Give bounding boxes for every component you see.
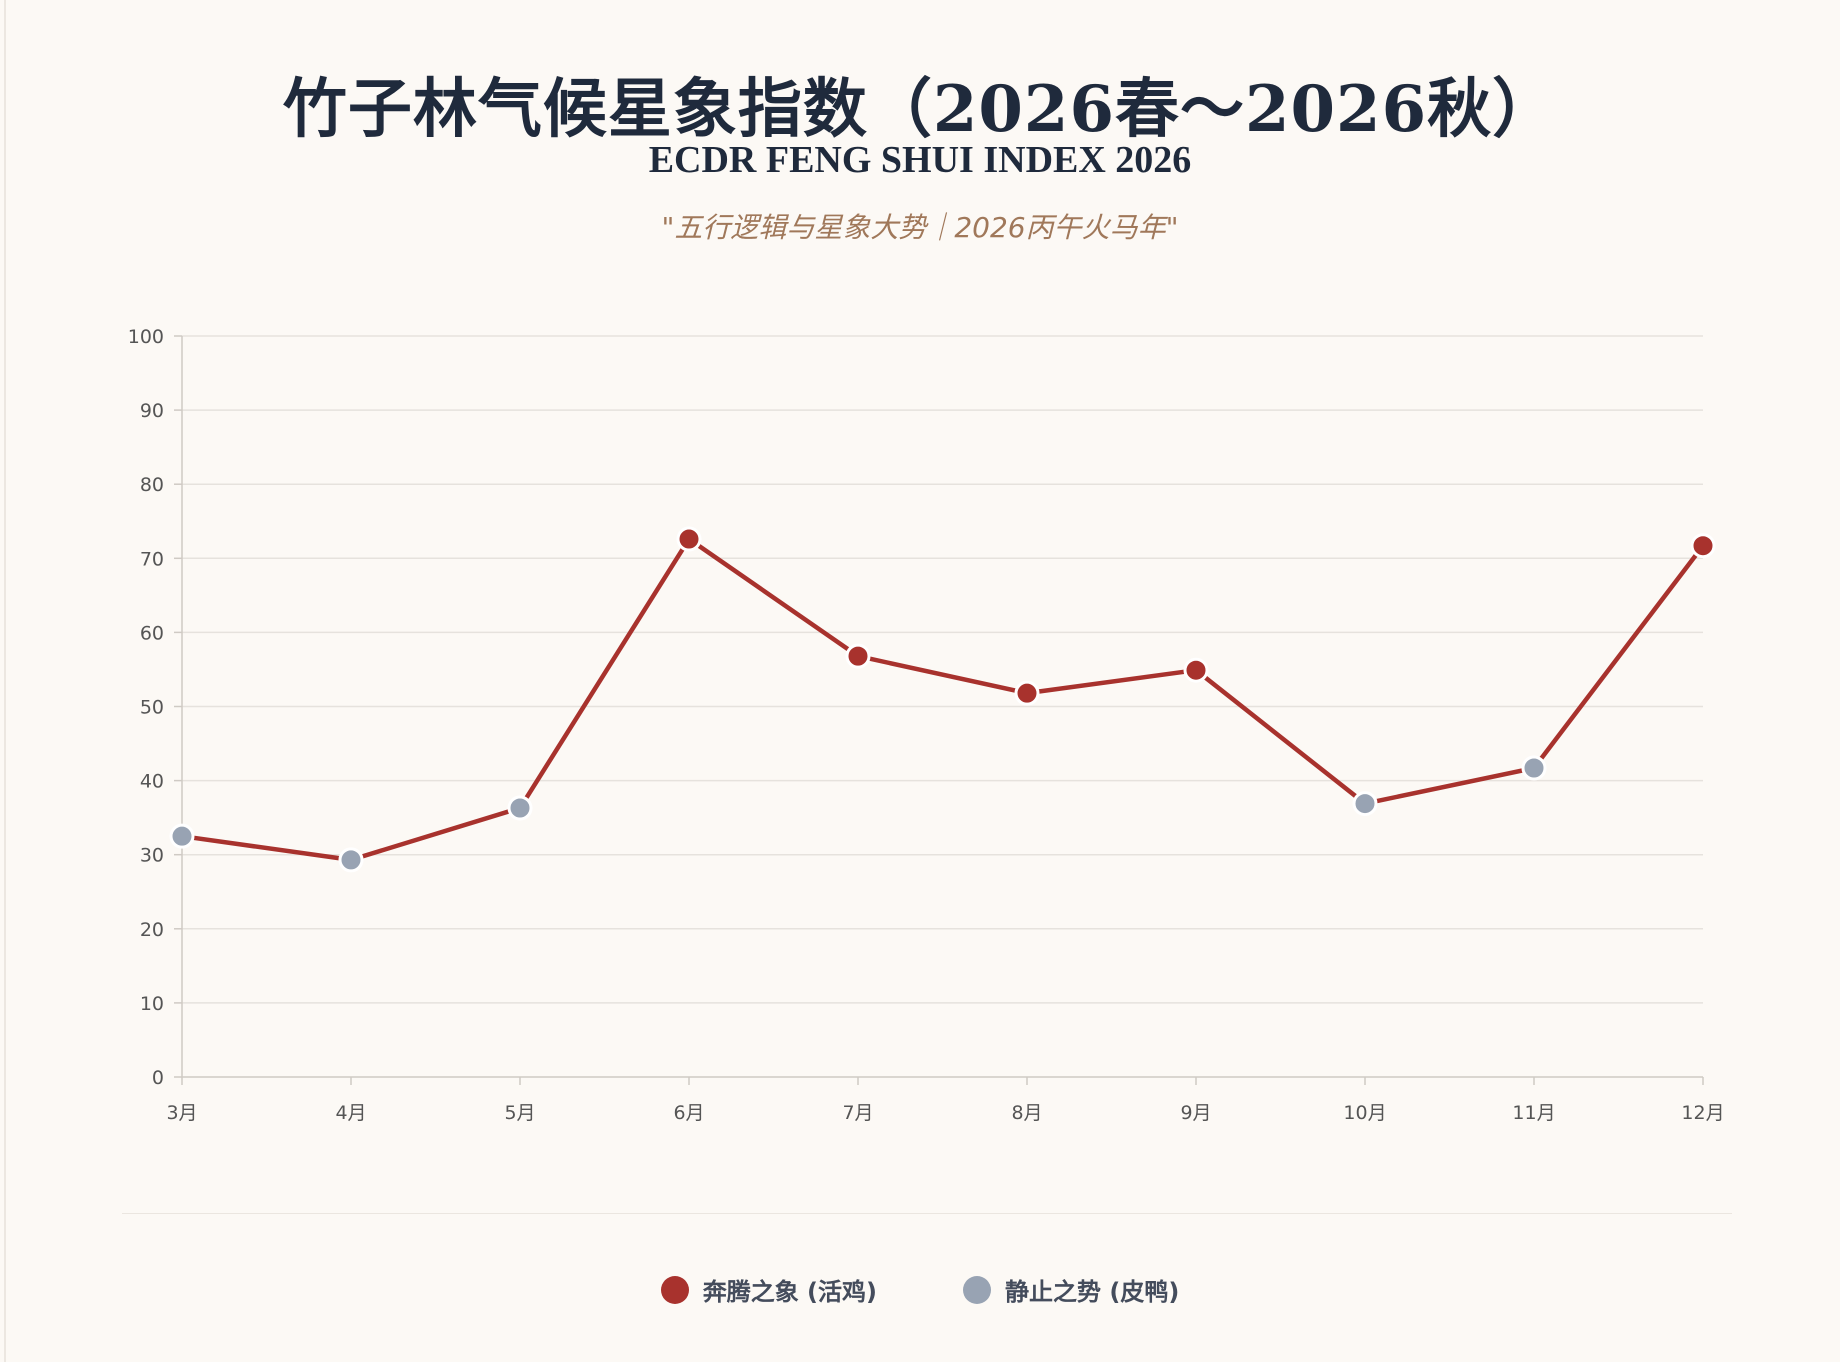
y-tick-label: 70 xyxy=(140,548,164,570)
x-tick-label: 8月 xyxy=(1011,1102,1042,1124)
y-tick-label: 80 xyxy=(140,474,164,496)
y-tick-label: 0 xyxy=(152,1067,164,1089)
y-tick-label: 90 xyxy=(140,400,164,422)
x-tick-label: 6月 xyxy=(673,1102,704,1124)
data-point-active xyxy=(845,643,871,669)
x-tick-label: 4月 xyxy=(335,1102,366,1124)
data-point-static xyxy=(169,823,195,849)
data-point-static xyxy=(338,847,364,873)
data-point-active xyxy=(676,526,702,552)
x-tick-label: 10月 xyxy=(1343,1102,1386,1124)
data-point-static xyxy=(1352,791,1378,817)
left-edge-divider xyxy=(4,0,6,1362)
y-tick-label: 100 xyxy=(128,326,164,348)
data-point-active xyxy=(1014,680,1040,706)
y-tick-label: 20 xyxy=(140,919,164,941)
y-tick-label: 50 xyxy=(140,697,164,719)
chart-title: 竹子林气候星象指数（2026春～2026秋） xyxy=(282,72,1558,147)
y-tick-label: 40 xyxy=(140,771,164,793)
legend-label-static: 静止之势 (皮鸭) xyxy=(1005,1278,1180,1306)
x-tick-label: 9月 xyxy=(1180,1102,1211,1124)
x-tick-label: 5月 xyxy=(504,1102,535,1124)
legend: 奔腾之象 (活鸡) 静止之势 (皮鸭) xyxy=(0,1272,1840,1307)
legend-label-active: 奔腾之象 (活鸡) xyxy=(702,1278,877,1306)
y-tick-label: 10 xyxy=(140,993,164,1015)
data-point-static xyxy=(1521,755,1547,781)
x-tick-label: 11月 xyxy=(1512,1102,1555,1124)
y-tick-label: 60 xyxy=(140,622,164,644)
x-tick-label: 7月 xyxy=(842,1102,873,1124)
chart-subtitle: ECDR FENG SHUI INDEX 2026 xyxy=(648,139,1192,181)
legend-item-static[interactable]: 静止之势 (皮鸭) xyxy=(963,1272,1179,1307)
x-tick-label: 3月 xyxy=(166,1102,197,1124)
legend-item-active[interactable]: 奔腾之象 (活鸡) xyxy=(660,1272,877,1307)
legend-separator xyxy=(122,1213,1732,1214)
data-point-active xyxy=(1690,533,1716,559)
data-point-static xyxy=(507,795,533,821)
chart-tagline: "五行逻辑与星象大势｜2026丙午火马年" xyxy=(661,211,1179,244)
data-point-active xyxy=(1183,657,1209,683)
y-tick-label: 30 xyxy=(140,845,164,867)
x-tick-label: 12月 xyxy=(1681,1102,1724,1124)
series-line xyxy=(179,536,1706,863)
legend-marker-static xyxy=(963,1275,991,1304)
legend-marker-active xyxy=(660,1275,689,1304)
